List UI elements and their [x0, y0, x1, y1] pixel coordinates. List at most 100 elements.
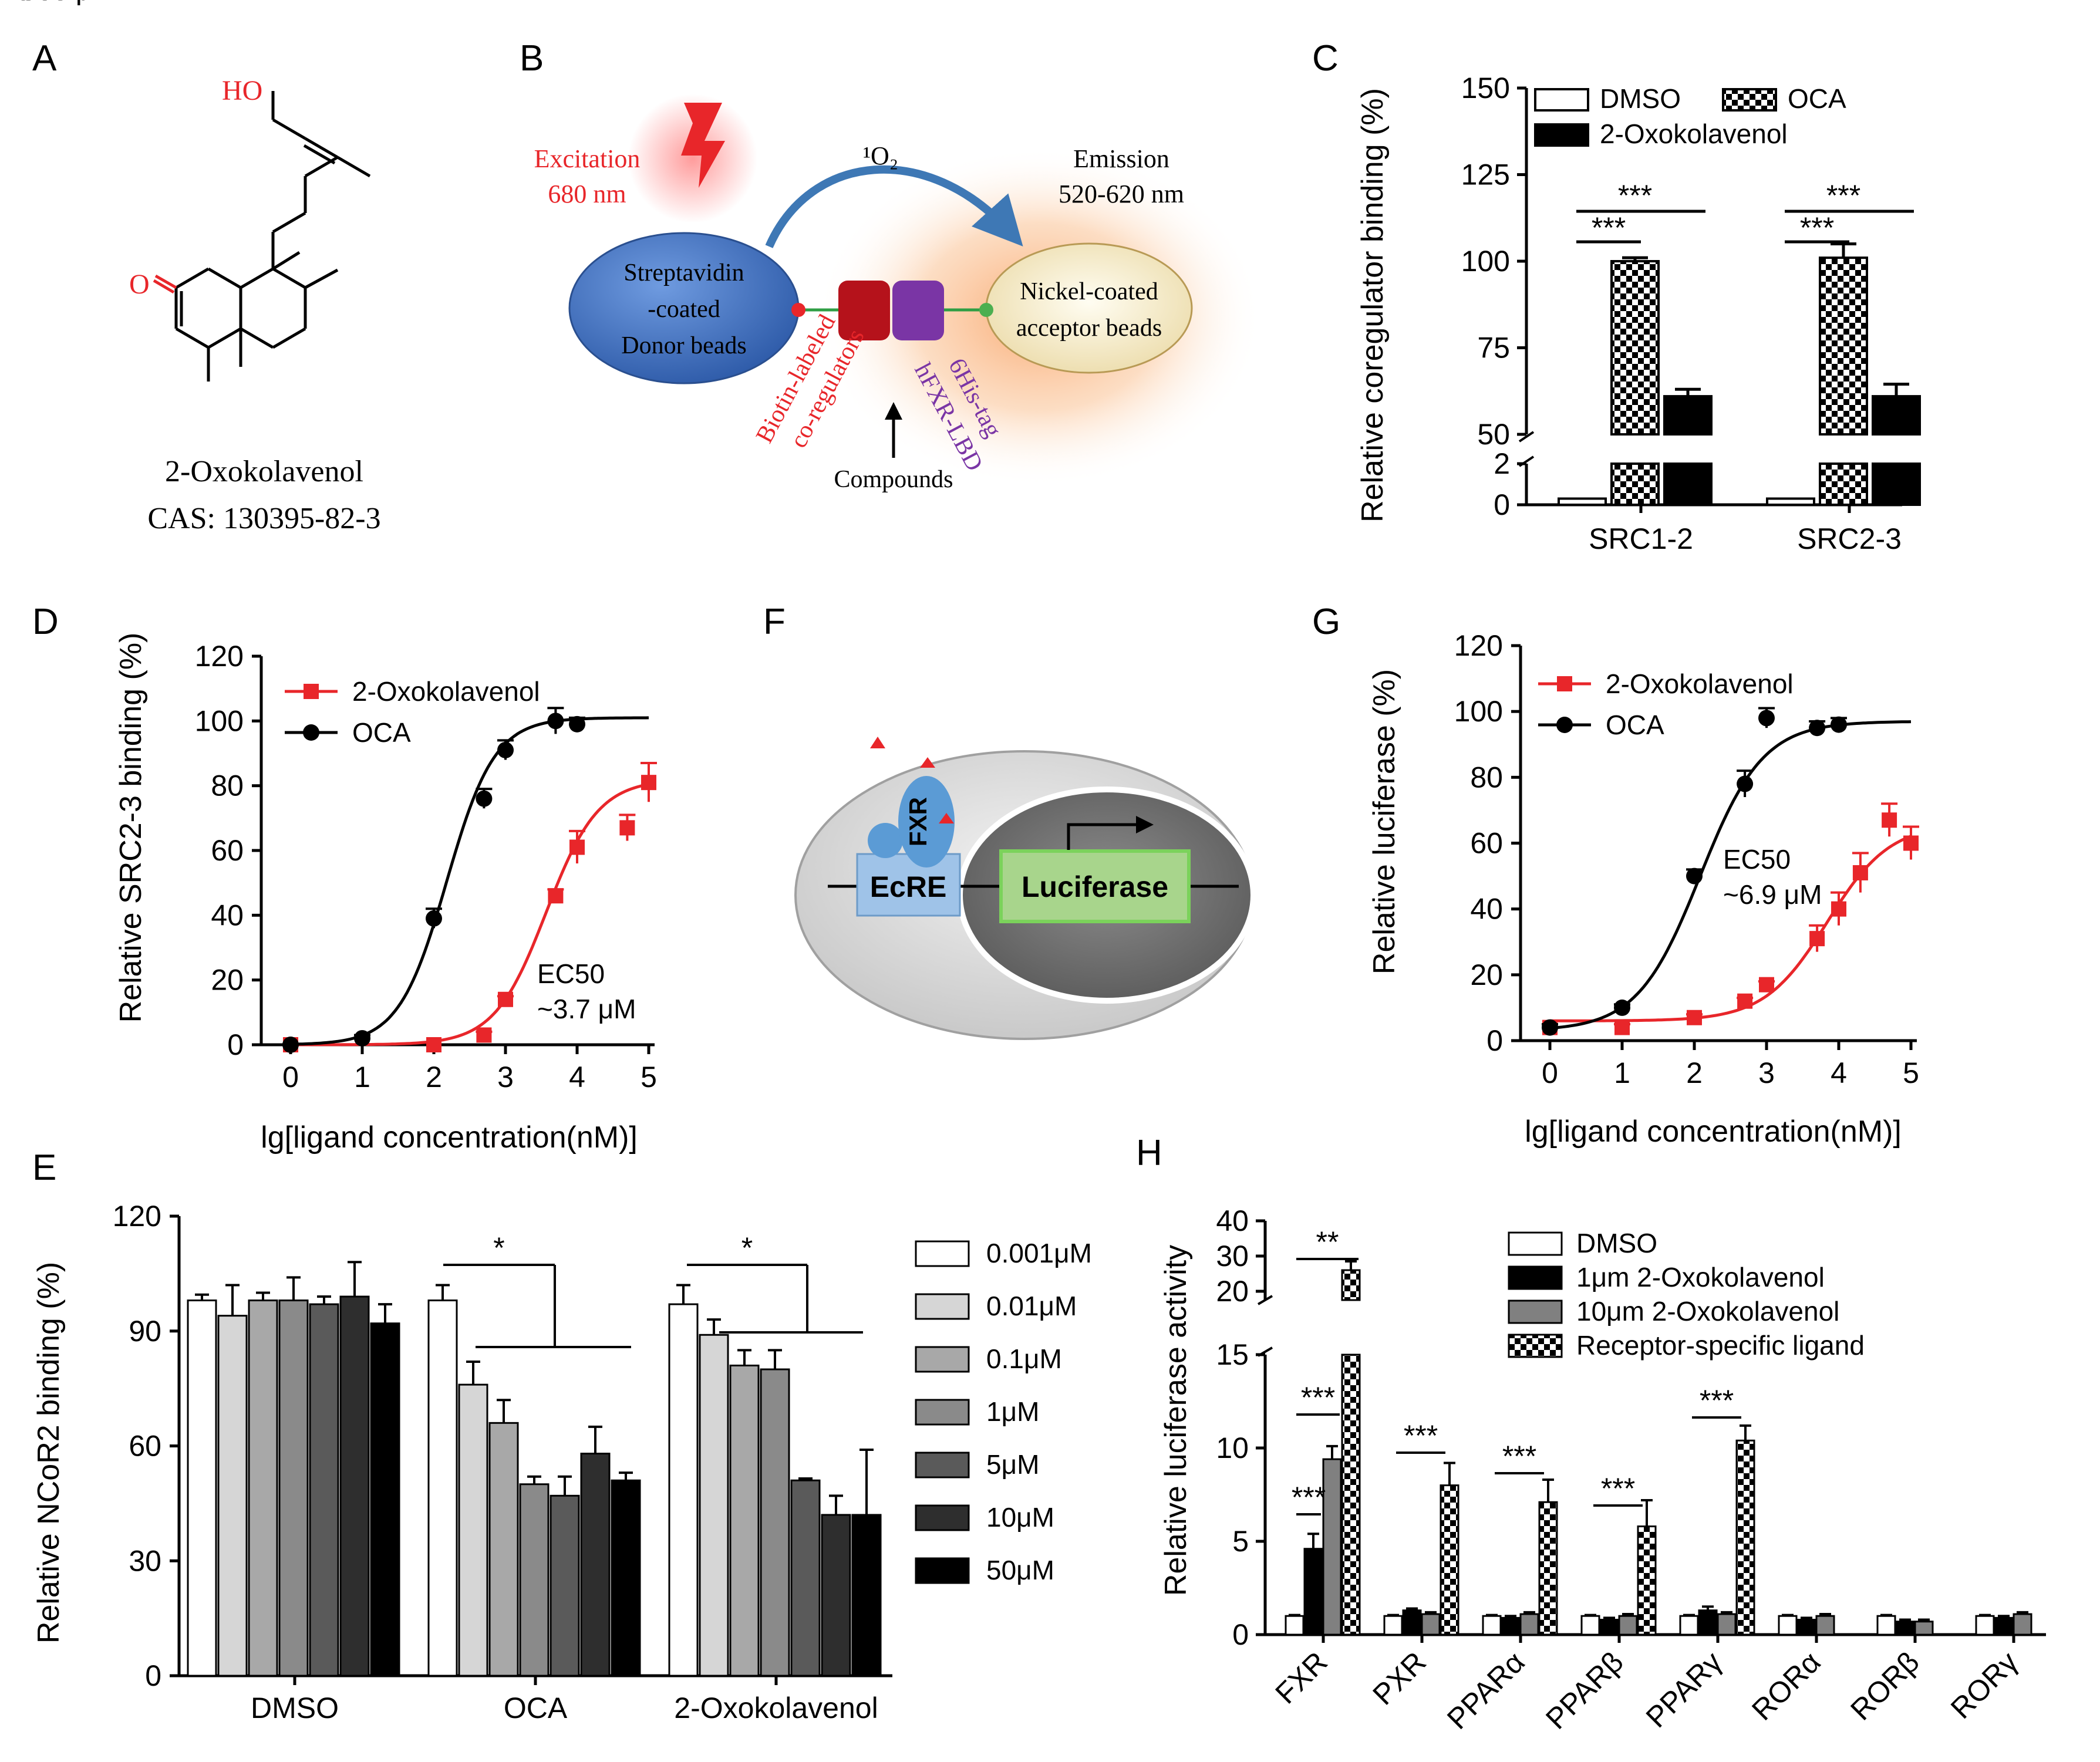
e-legend-swatch-10-m	[915, 1504, 970, 1531]
d-point-2-oxokolavenol	[426, 1037, 441, 1052]
g-ytick-label: 40	[1470, 893, 1503, 926]
h-sig-label: ***	[1502, 1440, 1536, 1473]
d-xtick-label: 4	[569, 1061, 585, 1093]
h-bar-ppar-1-m-2-oxokolavenol	[1501, 1616, 1521, 1636]
h-bar-ppar-receptor-specific-ligand	[1637, 1525, 1657, 1636]
d-ec50-title: EC50	[537, 958, 605, 989]
c-bar-2-oxokolavenol-src1-2-upper	[1663, 395, 1713, 436]
d-fit-oca	[290, 716, 649, 1046]
e-bar-dmso-0-01-m	[217, 1315, 248, 1677]
his-tag-dot	[979, 303, 993, 317]
g-legend-label: OCA	[1606, 710, 1664, 740]
e-bar-dmso-10-m	[339, 1295, 370, 1677]
h-legend-swatch-dmso	[1508, 1231, 1563, 1256]
g-point-oca	[1831, 716, 1847, 733]
e-xtick-label: 2-Oxokolavenol	[674, 1692, 878, 1724]
g-ec50-value: ~0.12 μM	[0, 0, 114, 6]
g-point-oca	[1809, 720, 1826, 737]
d-point-oca	[497, 741, 514, 758]
h-legend-label: 10μm 2-Oxokolavenol	[1576, 1296, 1839, 1326]
h-bar-pxr-1-m-2-oxokolavenol	[1402, 1609, 1422, 1636]
e-legend-swatch-50-m	[915, 1557, 970, 1584]
e-bar-2-oxokolavenol-0-01-m	[699, 1334, 729, 1677]
h-legend-label: DMSO	[1576, 1228, 1657, 1258]
d-xtick-label: 5	[641, 1061, 657, 1093]
panel-g-ylabel: Relative luciferase (%)	[1367, 669, 1401, 974]
e-legend-label: 5μM	[986, 1449, 1039, 1480]
h-xtick-label: FXR	[1269, 1645, 1333, 1710]
d-legend-marker	[304, 684, 319, 699]
e-bar-2-oxokolavenol-5-m	[790, 1479, 821, 1677]
singlet-oxygen-arrow	[765, 165, 1023, 248]
e-xtick-label: DMSO	[251, 1692, 339, 1724]
d-ytick-label: 60	[211, 834, 244, 867]
e-legend-label: 0.001μM	[986, 1238, 1092, 1268]
c-axis-break	[1518, 455, 1535, 467]
g-ytick-label: 120	[1454, 629, 1503, 662]
d-point-2-oxokolavenol	[619, 820, 635, 836]
g-fit-oca	[1549, 720, 1912, 1030]
panel-e-plot: 0 30 60 90 120 DMSO OCA 2-Oxokolavenol * * 0.001μM…	[113, 1200, 1092, 1724]
g-point-2-oxokolavenol	[1687, 1010, 1702, 1025]
d-point-oca	[569, 715, 585, 733]
panel-label-d: D	[32, 602, 59, 642]
h-sig-label: **	[1316, 1226, 1339, 1258]
e-ytick-label: 120	[113, 1200, 161, 1233]
h-legend-swatch-10-m-2-oxokolavenol	[1508, 1299, 1563, 1324]
c-sig-label: ***	[1592, 211, 1626, 244]
panel-b-assay-scheme: B Excitation 680 nm ¹O₂ Emission 520-620…	[520, 38, 1262, 493]
h-legend-label: 1μm 2-Oxokolavenol	[1576, 1262, 1825, 1292]
g-point-oca	[1542, 1019, 1558, 1036]
panel-c-axes: 50 75 100 125 150 0 2 SRC1-2 SRC2-3	[1461, 72, 1902, 555]
panel-d-ylabel: Relative SRC2-3 binding (%)	[114, 633, 148, 1023]
donor-line-3: Donor beads	[621, 332, 746, 359]
e-bar-oca-0-001-m	[427, 1299, 458, 1677]
h-legend-swatch-receptor-specific-ligand	[1508, 1334, 1563, 1358]
ligand-triangle-2	[920, 757, 935, 768]
g-ec50-title: EC50	[0, 0, 68, 6]
c-legend-label: OCA	[1788, 83, 1846, 114]
g-ytick-label: 80	[1470, 761, 1503, 794]
h-bar-fxr-receptor-specific-ligand-lower	[1341, 1353, 1361, 1636]
g-point-oca	[1686, 868, 1703, 885]
g-point-2-oxokolavenol	[1614, 1020, 1630, 1035]
excitation-label: Excitation	[534, 144, 641, 173]
h-bar-fxr-receptor-specific-ligand-upper	[1341, 1269, 1361, 1301]
panel-d-xlabel: lg[ligand concentration(nM)]	[261, 1120, 638, 1155]
donor-line-2: -coated	[648, 296, 720, 323]
h-sig-label: ***	[1301, 1381, 1335, 1414]
g-ec50-title: EC50	[1723, 844, 1791, 875]
c-legend-swatch-oca	[1722, 88, 1777, 112]
d-point-oca	[426, 910, 442, 927]
d-ytick-label: 80	[211, 769, 244, 802]
h-axis-break	[1257, 1295, 1273, 1305]
e-bar-2-oxokolavenol-50-m	[851, 1514, 882, 1677]
panel-g-xlabel: lg[ligand concentration(nM)]	[1525, 1115, 1902, 1149]
panel-d-plot: 0 20 40 60 80 100 120 0 1 2 3 4 5 2-Oxokolavenol OCA EC…	[0, 0, 657, 1093]
e-xtick-label: OCA	[504, 1692, 568, 1724]
panel-e-chart: E Relative NCoR2 binding (%) 0 30 60 90 120 D…	[32, 1147, 1092, 1724]
atom-o: O	[129, 269, 150, 300]
h-bar-fxr-1-m-2-oxokolavenol	[1303, 1548, 1323, 1636]
h-xtick-label: PPARγ	[1640, 1645, 1728, 1734]
fxr-lbd-block	[892, 281, 944, 340]
e-legend-swatch-1-m	[915, 1399, 970, 1426]
d-fit-2-oxokolavenol	[291, 782, 649, 1047]
c-bar-oca-src2-3-lower	[1819, 463, 1868, 506]
panel-h-ylabel: Relative luciferase activity	[1159, 1245, 1193, 1596]
h-bar-ror-dmso	[1778, 1615, 1798, 1636]
g-point-oca	[1758, 710, 1775, 727]
d-legend-label: 2-Oxokolavenol	[352, 676, 540, 707]
h-sig-label: ***	[1700, 1384, 1734, 1417]
c-ytick-label: 0	[1494, 488, 1510, 521]
panel-d-chart: D Relative SRC2-3 binding (%) lg[ligand …	[0, 0, 657, 1155]
h-bar-pxr-dmso	[1383, 1615, 1403, 1636]
e-bar-oca-1-m	[519, 1483, 550, 1677]
excitation-glow	[628, 94, 757, 223]
e-legend-label: 1μM	[986, 1396, 1039, 1427]
c-bar-dmso-src2-3	[1766, 497, 1815, 506]
compound-cas: CAS: 130395-82-3	[147, 502, 380, 535]
acceptor-bead	[985, 242, 1193, 374]
e-bar-oca-0-01-m	[458, 1383, 488, 1677]
